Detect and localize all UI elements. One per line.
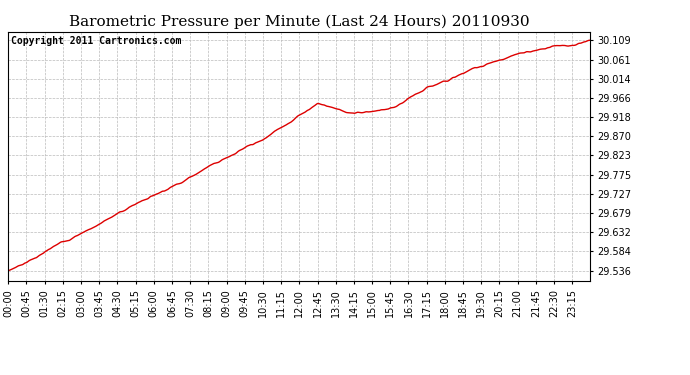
Text: Copyright 2011 Cartronics.com: Copyright 2011 Cartronics.com [11, 36, 181, 46]
Title: Barometric Pressure per Minute (Last 24 Hours) 20110930: Barometric Pressure per Minute (Last 24 … [69, 15, 529, 29]
